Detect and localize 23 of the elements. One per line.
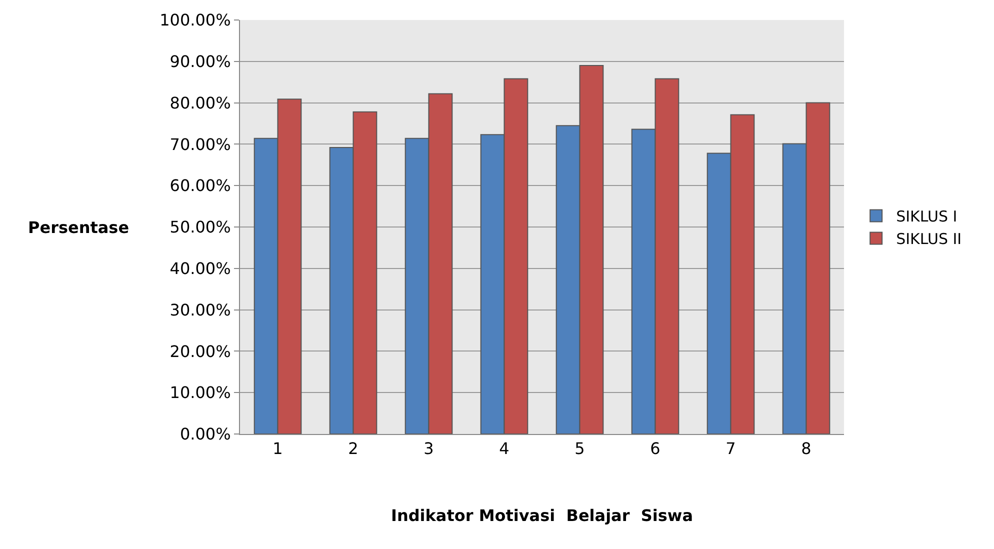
x-tick-label: 1: [272, 439, 283, 458]
y-axis-title: Persentase: [28, 218, 130, 237]
x-tick-label: 8: [801, 439, 812, 458]
y-tick-label: 70.00%: [170, 134, 231, 154]
y-tick-label: 90.00%: [170, 52, 231, 71]
x-tick-label: 2: [348, 439, 358, 458]
x-tick-label: 5: [574, 439, 585, 458]
y-tick-label: 0.00%: [180, 424, 231, 444]
y-tick-label: 20.00%: [170, 342, 231, 361]
x-tick-label: 3: [424, 439, 434, 458]
y-tick-label: 80.00%: [170, 93, 231, 112]
legend-label: SIKLUS I: [896, 208, 958, 226]
y-tick-label: 100.00%: [160, 10, 231, 30]
x-tick-label: 6: [650, 439, 660, 458]
y-tick-label: 40.00%: [170, 259, 231, 278]
legend-label: SIKLUS II: [896, 230, 962, 248]
x-axis-title: Indikator Motivasi Belajar Siswa: [391, 506, 693, 525]
y-tick-label: 30.00%: [170, 300, 231, 320]
y-tick-label: 50.00%: [170, 218, 231, 237]
y-tick-label: 10.00%: [170, 383, 231, 402]
y-tick-label: 60.00%: [170, 176, 231, 196]
x-tick-label: 7: [726, 439, 736, 458]
x-tick-label: 4: [499, 439, 510, 458]
